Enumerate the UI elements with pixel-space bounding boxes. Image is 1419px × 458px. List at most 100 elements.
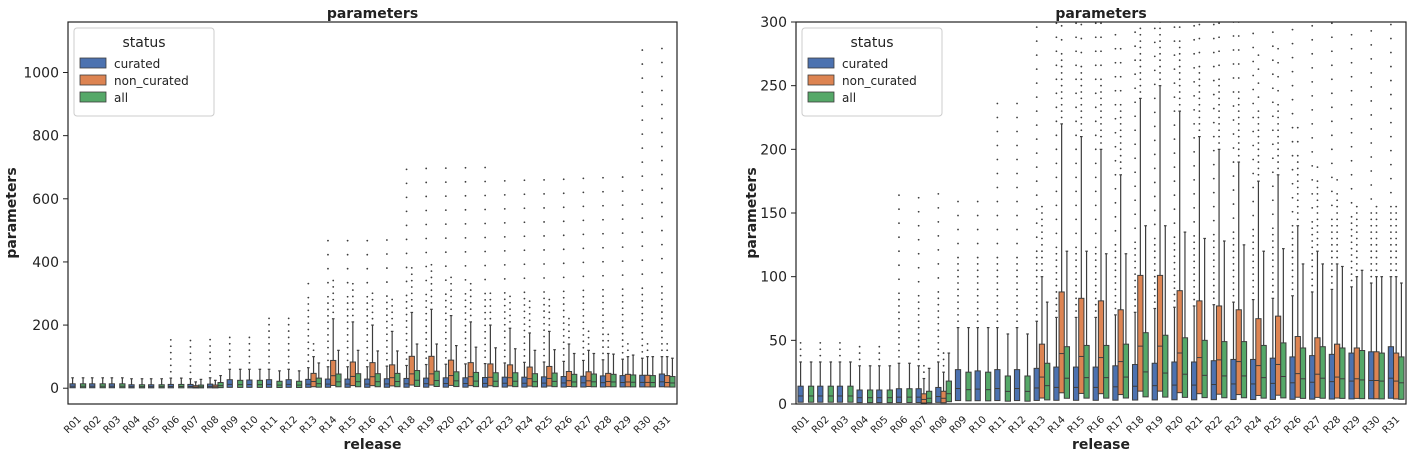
outlier-curated-R19 xyxy=(1153,275,1156,278)
outlier-curated-R07 xyxy=(189,339,192,342)
outlier-curated-R01 xyxy=(799,341,802,344)
outlier-curated-R16 xyxy=(1094,218,1097,221)
outlier-non_curated-R31 xyxy=(666,349,669,352)
legend-label-curated: curated xyxy=(842,57,888,71)
outlier-curated-R30 xyxy=(1370,86,1373,88)
outlier-non_curated-R22 xyxy=(489,298,492,301)
outlier-non_curated-R21 xyxy=(1198,37,1201,40)
outlier-curated-R29 xyxy=(1350,187,1353,190)
outlier-curated-R14 xyxy=(1055,284,1058,287)
outlier-curated-R17 xyxy=(386,333,388,336)
outlier-curated-R17 xyxy=(1114,294,1117,297)
outlier-curated-R31 xyxy=(1390,231,1392,234)
outlier-curated-R11 xyxy=(996,242,999,245)
outlier-non_curated-R30 xyxy=(1375,237,1378,240)
outlier-curated-R19 xyxy=(1153,41,1156,44)
box-all-R19 xyxy=(1162,334,1169,398)
box-all-R23 xyxy=(512,372,519,388)
outlier-non_curated-R14 xyxy=(1060,84,1063,87)
outlier-curated-R16 xyxy=(1094,265,1097,268)
outlier-curated-R22 xyxy=(1212,284,1215,287)
outlier-non_curated-R16 xyxy=(1100,129,1102,132)
outlier-curated-R13 xyxy=(1035,250,1038,253)
outlier-curated-R15 xyxy=(346,253,349,256)
outlier-curated-R23 xyxy=(503,330,506,333)
outlier-curated-R10 xyxy=(976,269,979,272)
outlier-curated-R21 xyxy=(1193,193,1196,195)
outlier-curated-R27 xyxy=(582,321,585,324)
outlier-curated-R31 xyxy=(1390,256,1392,259)
outlier-curated-R18 xyxy=(1134,31,1137,34)
outlier-curated-R27 xyxy=(1311,271,1314,274)
outlier-curated-R28 xyxy=(602,320,604,323)
legend-label-non_curated: non_curated xyxy=(842,74,917,88)
outlier-curated-R14 xyxy=(1055,134,1058,137)
outlier-curated-R22 xyxy=(484,318,487,320)
outlier-curated-R06 xyxy=(898,324,900,326)
outlier-curated-R13 xyxy=(1035,54,1038,57)
outlier-curated-R07 xyxy=(917,326,920,329)
outlier-non_curated-R19 xyxy=(1159,59,1161,62)
outlier-curated-R22 xyxy=(1212,240,1215,242)
outlier-curated-R14 xyxy=(327,267,329,270)
outlier-curated-R12 xyxy=(1016,275,1018,278)
outlier-curated-R25 xyxy=(543,235,545,237)
outlier-curated-R26 xyxy=(1291,56,1294,59)
outlier-curated-R14 xyxy=(1055,265,1058,268)
outlier-non_curated-R23 xyxy=(1237,154,1240,157)
outlier-curated-R31 xyxy=(661,330,663,333)
outlier-curated-R26 xyxy=(1291,196,1294,199)
outlier-non_curated-R08 xyxy=(942,358,945,361)
outlier-curated-R07 xyxy=(189,371,192,374)
box-non_curated-R23 xyxy=(506,364,514,387)
outlier-curated-R29 xyxy=(1350,117,1353,120)
x-axis-label: release xyxy=(344,437,402,453)
outlier-curated-R26 xyxy=(562,206,565,209)
outlier-curated-R18 xyxy=(1134,305,1137,307)
outlier-non_curated-R16 xyxy=(371,298,374,301)
outlier-non_curated-R15 xyxy=(351,308,354,311)
outlier-curated-R15 xyxy=(1075,303,1077,306)
outlier-non_curated-R30 xyxy=(1375,256,1378,259)
outlier-non_curated-R29 xyxy=(1355,256,1358,259)
outlier-curated-R27 xyxy=(582,289,585,292)
outlier-non_curated-R27 xyxy=(587,343,590,345)
outlier-curated-R02 xyxy=(819,341,822,344)
outlier-curated-R16 xyxy=(366,321,369,324)
box-non_curated-R28 xyxy=(1334,343,1341,399)
outlier-curated-R31 xyxy=(661,257,663,260)
outlier-curated-R22 xyxy=(484,292,487,295)
x-tick-label: R14 xyxy=(318,414,340,436)
outlier-curated-R12 xyxy=(1016,214,1018,217)
outlier-curated-R13 xyxy=(1035,263,1038,265)
outlier-curated-R20 xyxy=(444,350,447,353)
outlier-curated-R13 xyxy=(307,334,310,337)
outlier-curated-R28 xyxy=(1330,224,1333,227)
x-tick-label: R26 xyxy=(553,414,575,436)
outlier-non_curated-R27 xyxy=(1316,218,1319,221)
outlier-non_curated-R22 xyxy=(1218,129,1220,132)
outlier-non_curated-R30 xyxy=(1375,212,1378,214)
outlier-curated-R10 xyxy=(976,200,979,203)
outlier-curated-R17 xyxy=(1114,282,1117,284)
outlier-curated-R16 xyxy=(366,340,369,343)
outlier-curated-R24 xyxy=(523,355,526,357)
outlier-curated-R15 xyxy=(1075,246,1077,249)
outlier-non_curated-R25 xyxy=(1277,148,1279,151)
outlier-curated-R21 xyxy=(464,194,467,197)
box-all-R02 xyxy=(827,385,834,403)
outlier-curated-R25 xyxy=(543,329,545,332)
outlier-non_curated-R23 xyxy=(1237,35,1240,37)
outlier-curated-R16 xyxy=(1094,50,1097,53)
outlier-curated-R31 xyxy=(661,292,663,294)
outlier-non_curated-R27 xyxy=(587,336,590,339)
outlier-non_curated-R22 xyxy=(1218,110,1220,113)
outlier-curated-R15 xyxy=(1075,106,1077,109)
outlier-non_curated-R23 xyxy=(1237,103,1240,106)
outlier-curated-R31 xyxy=(1390,135,1392,138)
outlier-curated-R22 xyxy=(484,208,487,211)
outlier-curated-R17 xyxy=(386,295,388,297)
outlier-curated-R21 xyxy=(464,312,467,314)
outlier-curated-R07 xyxy=(917,320,920,323)
outlier-curated-R23 xyxy=(503,193,506,196)
